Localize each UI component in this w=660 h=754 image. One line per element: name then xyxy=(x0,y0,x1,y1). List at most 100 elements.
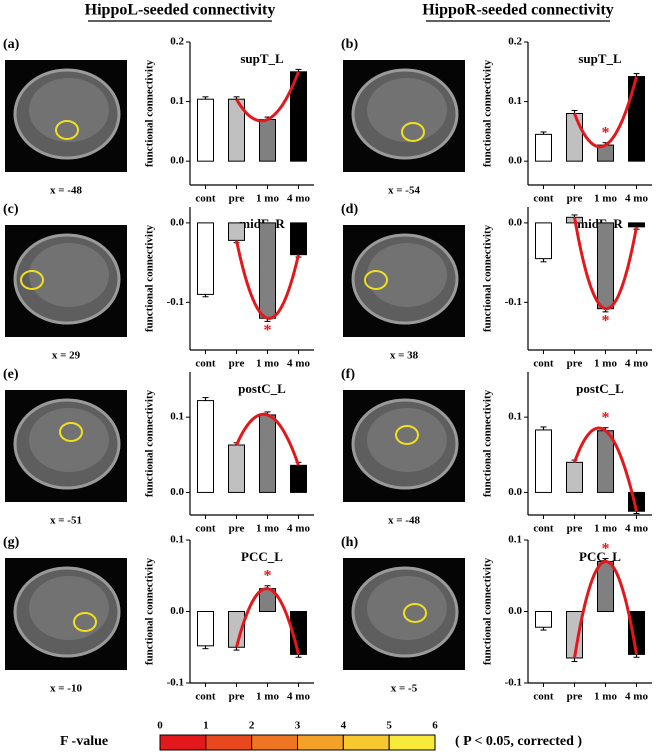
x-tick-label: pre xyxy=(229,358,245,370)
brain-cortex xyxy=(29,576,109,640)
significance-marker: * xyxy=(264,322,272,339)
bar xyxy=(628,76,645,162)
significance-marker: * xyxy=(602,313,610,330)
colorbar-tick-label: 2 xyxy=(249,720,255,732)
brain-cortex xyxy=(367,243,447,307)
bar xyxy=(597,560,614,613)
x-tick-label: pre xyxy=(567,358,583,370)
x-tick-label: cont xyxy=(533,358,554,370)
y-tick-label: 0.0 xyxy=(170,216,184,228)
fit-curve xyxy=(573,76,638,149)
y-tick-label: 0.1 xyxy=(170,534,184,546)
x-tick-label: cont xyxy=(533,193,554,205)
significance-marker: * xyxy=(602,124,610,141)
bar xyxy=(259,222,276,319)
colorbar-tick-label: 5 xyxy=(386,720,392,732)
panel-label: (d) xyxy=(341,202,358,217)
x-tick-label: pre xyxy=(567,691,583,703)
bar xyxy=(197,222,214,295)
bar xyxy=(228,222,245,241)
bar xyxy=(197,98,214,162)
x-tick-label: cont xyxy=(195,193,216,205)
slice-label: x = -5 xyxy=(391,683,418,695)
panel-label: (f) xyxy=(341,367,355,382)
x-tick-label: 1 mo xyxy=(594,523,617,535)
y-tick-label: 0.1 xyxy=(170,411,184,423)
y-tick-label: -0.1 xyxy=(167,296,184,308)
roi-circle xyxy=(395,425,419,445)
bar xyxy=(290,464,307,493)
x-tick-label: 1 mo xyxy=(256,358,279,370)
panel-label: (h) xyxy=(341,535,358,550)
x-tick-label: cont xyxy=(533,691,554,703)
fit-curve xyxy=(235,71,300,123)
slice-label: x = -48 xyxy=(388,515,420,527)
x-tick-label: 1 mo xyxy=(256,193,279,205)
bar xyxy=(597,430,614,493)
bar xyxy=(259,414,276,493)
brain-cortex xyxy=(367,408,447,472)
y-tick-label: 0.0 xyxy=(170,486,184,498)
x-tick-label: pre xyxy=(229,523,245,535)
colorbar-segment xyxy=(342,734,390,751)
y-tick-label: 0.2 xyxy=(170,36,184,48)
colorbar-tick-label: 4 xyxy=(341,720,347,732)
roi-circle xyxy=(401,122,425,142)
y-tick-label: 0.1 xyxy=(508,534,522,546)
panel-label: (e) xyxy=(3,367,19,382)
bar xyxy=(290,71,307,162)
roi-circle xyxy=(403,603,427,623)
chart-title: PCC_L xyxy=(241,549,283,564)
roi-circle xyxy=(59,422,83,442)
y-tick-label: -0.1 xyxy=(167,677,184,689)
slice-label: x = 38 xyxy=(390,350,419,362)
slice-label: x = -48 xyxy=(50,185,82,197)
fit-curve xyxy=(573,559,638,659)
colorbar-segment xyxy=(159,734,207,751)
y-tick-label: 0.1 xyxy=(508,95,522,107)
chart-title: supT_L xyxy=(578,51,622,66)
x-tick-label: pre xyxy=(229,691,245,703)
y-tick-label: 0.0 xyxy=(508,216,522,228)
x-tick-label: 1 mo xyxy=(594,358,617,370)
x-tick-label: pre xyxy=(567,523,583,535)
significance-marker: * xyxy=(264,567,272,584)
roi-circle xyxy=(364,270,388,290)
x-tick-label: pre xyxy=(567,193,583,205)
y-tick-label: 0.0 xyxy=(508,486,522,498)
colorbar-tick-label: 0 xyxy=(157,720,163,732)
roi-circle xyxy=(73,612,97,632)
y-tick-label: 0.0 xyxy=(508,605,522,617)
chart-title: PCC_L xyxy=(579,549,621,564)
brain-cortex xyxy=(367,78,447,142)
bar xyxy=(197,611,214,647)
y-axis-label: functional connectivity xyxy=(144,224,156,332)
bar xyxy=(535,222,552,260)
fit-curve xyxy=(235,240,300,320)
colorbar-segment xyxy=(251,734,299,751)
bar xyxy=(535,133,552,162)
fit-curve xyxy=(235,587,300,655)
x-tick-label: cont xyxy=(195,358,216,370)
x-tick-label: 1 mo xyxy=(594,193,617,205)
panel-label: (g) xyxy=(3,535,20,550)
x-tick-label: 4 mo xyxy=(625,691,648,703)
bar xyxy=(566,461,583,493)
bar xyxy=(290,222,307,256)
x-tick-label: cont xyxy=(195,523,216,535)
y-axis-label: functional connectivity xyxy=(482,224,494,332)
y-axis-label: functional connectivity xyxy=(482,557,494,665)
bar xyxy=(197,400,214,493)
colorbar-tick-label: 1 xyxy=(203,720,209,732)
slice-label: x = -10 xyxy=(50,683,82,695)
panel-label: (c) xyxy=(3,202,19,217)
y-axis-label: functional connectivity xyxy=(144,59,156,167)
significance-marker: * xyxy=(602,409,610,426)
x-tick-label: pre xyxy=(229,193,245,205)
bar xyxy=(535,429,552,493)
y-tick-label: 0.0 xyxy=(508,155,522,167)
x-tick-label: 4 mo xyxy=(287,691,310,703)
fit-curve xyxy=(573,217,638,311)
roi-circle xyxy=(20,270,44,290)
